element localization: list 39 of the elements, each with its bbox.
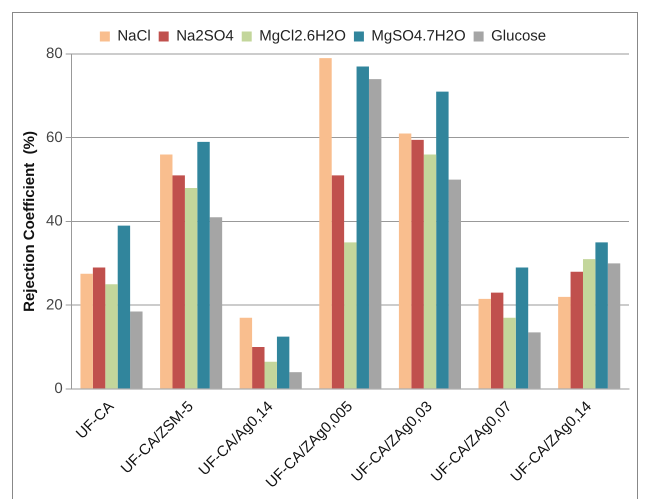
bar xyxy=(436,92,449,388)
bar xyxy=(319,58,332,388)
bar xyxy=(570,272,583,388)
y-tick-label: 80 xyxy=(46,45,63,62)
bar xyxy=(80,274,93,388)
bar xyxy=(478,298,491,388)
bar xyxy=(332,175,344,388)
bar xyxy=(595,242,608,388)
bar xyxy=(411,140,424,388)
legend-label: MgSO4.7H2O xyxy=(371,28,466,45)
legend-label: MgCl2.6H2O xyxy=(259,28,346,45)
bar xyxy=(276,336,290,388)
bar xyxy=(160,154,172,388)
bar xyxy=(356,66,369,388)
bar xyxy=(344,242,357,388)
bar xyxy=(240,318,252,388)
y-tick-label: 20 xyxy=(46,296,63,314)
legend-label: NaCl xyxy=(117,28,151,45)
y-axis-title: Rejection Coefficient (%) xyxy=(21,131,38,312)
bar xyxy=(558,296,571,388)
bar xyxy=(105,284,118,388)
bar xyxy=(172,175,185,388)
legend-label: Na2SO4 xyxy=(176,28,234,45)
bar xyxy=(184,188,198,388)
y-tick-label: 40 xyxy=(46,212,63,230)
bar xyxy=(503,318,516,388)
bar xyxy=(490,292,504,388)
y-tick-label: 60 xyxy=(46,128,63,146)
bar xyxy=(197,142,210,388)
bar xyxy=(252,347,265,388)
bar xyxy=(424,154,436,388)
legend-label: Glucose xyxy=(491,28,546,45)
bar xyxy=(398,134,412,388)
y-tick-label: 0 xyxy=(54,380,63,398)
bar xyxy=(92,268,106,388)
bar xyxy=(582,259,596,388)
bar xyxy=(118,226,130,388)
bar xyxy=(516,268,528,388)
bar xyxy=(264,362,277,388)
